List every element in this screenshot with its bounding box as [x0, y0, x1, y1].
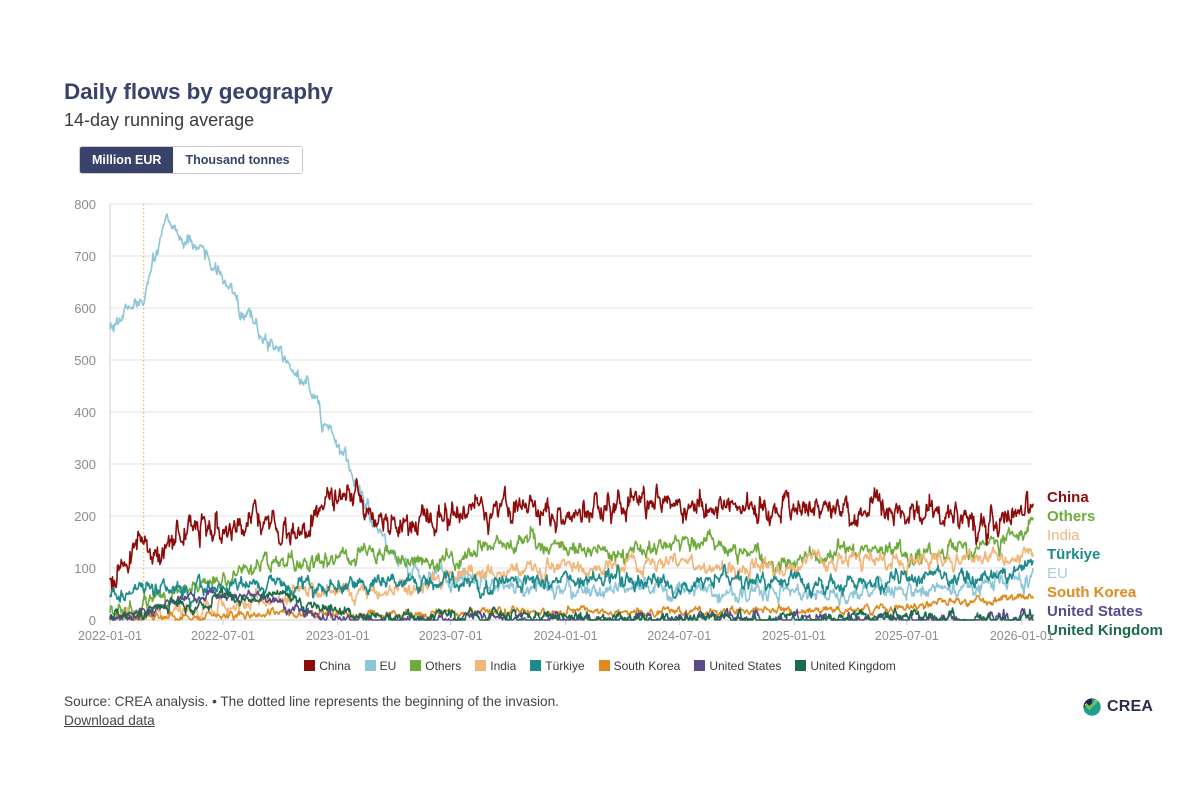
svg-text:2026-01-01: 2026-01-01 — [990, 629, 1054, 643]
svg-text:100: 100 — [74, 561, 96, 576]
svg-text:2022-01-01: 2022-01-01 — [78, 629, 142, 643]
svg-text:2023-01-01: 2023-01-01 — [306, 629, 370, 643]
svg-text:2023-07-01: 2023-07-01 — [419, 629, 483, 643]
svg-text:0: 0 — [89, 613, 96, 628]
svg-text:2024-01-01: 2024-01-01 — [534, 629, 598, 643]
svg-text:700: 700 — [74, 249, 96, 264]
svg-text:500: 500 — [74, 353, 96, 368]
svg-text:800: 800 — [74, 197, 96, 212]
svg-text:2025-01-01: 2025-01-01 — [762, 629, 826, 643]
svg-text:2025-07-01: 2025-07-01 — [875, 629, 939, 643]
svg-text:2022-07-01: 2022-07-01 — [191, 629, 255, 643]
svg-text:600: 600 — [74, 301, 96, 316]
svg-text:400: 400 — [74, 405, 96, 420]
svg-text:300: 300 — [74, 457, 96, 472]
svg-text:200: 200 — [74, 509, 96, 524]
svg-text:2024-07-01: 2024-07-01 — [647, 629, 711, 643]
